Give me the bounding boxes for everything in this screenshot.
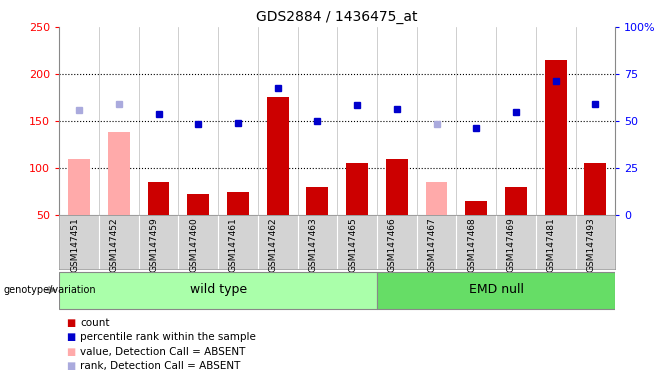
Text: GSM147465: GSM147465 [348,218,357,273]
Text: count: count [80,318,110,328]
Text: ■: ■ [66,332,75,342]
Text: value, Detection Call = ABSENT: value, Detection Call = ABSENT [80,347,245,357]
Bar [68,159,90,215]
Bar [59,272,377,309]
Bar [584,163,606,215]
Bar [266,98,289,215]
Text: GSM147481: GSM147481 [547,218,555,273]
Text: wild type: wild type [190,283,247,296]
Text: ■: ■ [66,347,75,357]
Text: GSM147452: GSM147452 [110,218,119,272]
Text: GSM147469: GSM147469 [507,218,516,273]
Bar [108,132,130,215]
Text: GSM147462: GSM147462 [268,218,278,272]
Text: GSM147466: GSM147466 [388,218,397,273]
Text: rank, Detection Call = ABSENT: rank, Detection Call = ABSENT [80,361,241,371]
Bar [545,60,567,215]
Bar [188,194,209,215]
Text: GSM147468: GSM147468 [467,218,476,273]
Text: GSM147459: GSM147459 [149,218,159,273]
Text: ■: ■ [66,318,75,328]
Text: ■: ■ [66,361,75,371]
Bar [227,192,249,215]
Text: GSM147467: GSM147467 [428,218,436,273]
Bar [147,182,169,215]
Bar [426,182,447,215]
Text: percentile rank within the sample: percentile rank within the sample [80,332,256,342]
Text: genotype/variation: genotype/variation [3,285,96,295]
Bar [465,201,487,215]
Text: EMD null: EMD null [468,283,524,296]
Text: GSM147493: GSM147493 [586,218,595,273]
Text: GSM147451: GSM147451 [70,218,79,273]
Title: GDS2884 / 1436475_at: GDS2884 / 1436475_at [257,10,418,25]
Text: GSM147463: GSM147463 [309,218,317,273]
Bar [346,163,368,215]
Text: GSM147461: GSM147461 [229,218,238,273]
Text: GSM147460: GSM147460 [190,218,198,273]
Bar [307,187,328,215]
Bar [386,159,408,215]
Bar [377,272,615,309]
Bar [505,187,527,215]
